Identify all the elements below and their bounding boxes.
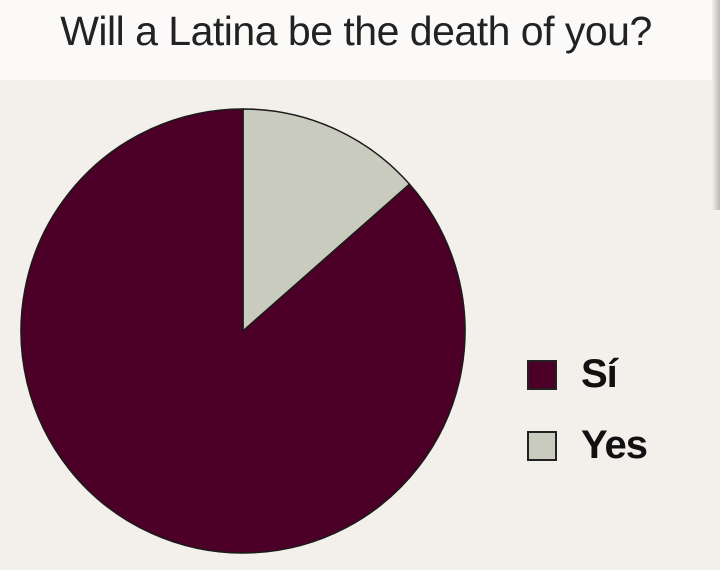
title-band: [0, 0, 720, 80]
legend-swatch-si: [527, 359, 557, 390]
chart-title: Will a Latina be the death of you?: [60, 8, 652, 54]
edge-shadow: [712, 0, 720, 210]
pie-slice-yes: [242, 108, 411, 333]
legend-item-yes: Yes: [527, 423, 648, 468]
pie-slice-si: [20, 108, 466, 554]
legend-label-si: Sí: [581, 352, 618, 396]
legend-item-si: Sí: [527, 352, 618, 397]
legend-swatch-yes: [527, 430, 557, 461]
legend-label-yes: Yes: [581, 423, 648, 467]
